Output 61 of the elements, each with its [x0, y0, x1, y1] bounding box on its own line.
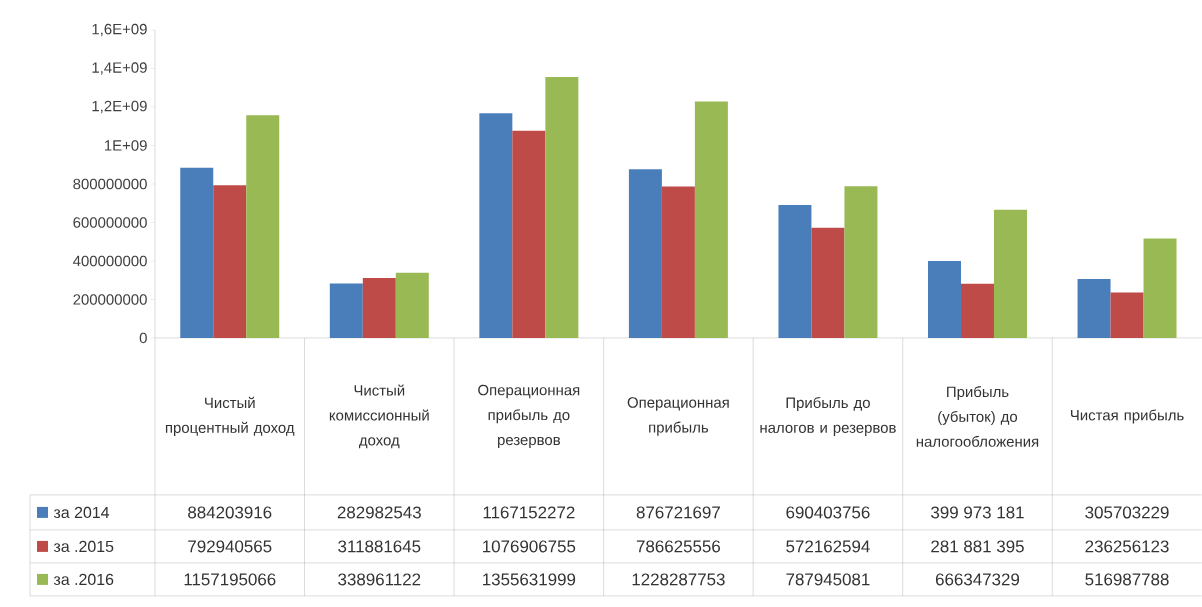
x-tick-label: Операционная прибыль до резервов — [478, 384, 580, 449]
bar — [811, 227, 845, 338]
bar — [246, 115, 280, 338]
bar — [545, 77, 579, 338]
legend-label: за .2016 — [53, 573, 114, 586]
legend-label: за 2014 — [53, 506, 110, 519]
y-tick-label: 0 — [139, 332, 147, 344]
x-tick-label: Чистая прибыль — [1071, 409, 1184, 424]
bar — [1143, 238, 1177, 338]
data-label: 1157195066 — [184, 573, 276, 586]
data-label: 305703229 — [1085, 506, 1169, 519]
y-tick-label: 600000000 — [73, 217, 147, 228]
x-tick-label: Прибыль (убыток) до налогообложения — [916, 386, 1039, 447]
legend-label: за .2015 — [53, 540, 114, 553]
data-label: 690403756 — [786, 506, 870, 519]
bar — [993, 209, 1027, 338]
data-label: 666347329 — [935, 573, 1020, 586]
data-label: 338961122 — [338, 573, 421, 586]
data-label: 399 973 181 — [931, 506, 1024, 519]
data-label: 1355631999 — [483, 573, 576, 586]
data-label: 787945081 — [786, 573, 870, 586]
bar — [694, 101, 728, 338]
y-tick-label: 1,2E+09 — [92, 100, 147, 114]
data-label: 572162594 — [786, 540, 870, 553]
data-label: 282982543 — [337, 506, 421, 519]
bar — [479, 113, 513, 338]
y-tick-label: 800000000 — [73, 178, 147, 190]
x-tick-label: Прибыль до налогов и резервов — [760, 396, 896, 436]
bar — [960, 283, 994, 338]
bar — [928, 261, 961, 338]
data-label: 876721697 — [636, 506, 720, 519]
bar — [661, 186, 695, 338]
bar — [395, 272, 429, 338]
data-label: 1228287753 — [632, 573, 725, 586]
y-tick-label: 1E+09 — [104, 140, 147, 151]
bar — [213, 185, 247, 338]
x-tick-label: Операционная прибыль — [627, 397, 729, 436]
bar — [362, 277, 396, 338]
bar — [1110, 292, 1144, 338]
data-label: 236256123 — [1085, 540, 1169, 553]
data-label: 281 881 395 — [931, 540, 1024, 553]
bar — [180, 167, 214, 338]
bar — [778, 205, 812, 338]
data-label: 1167152272 — [483, 506, 575, 519]
bar — [1077, 279, 1111, 338]
y-tick-label: 400000000 — [73, 255, 147, 267]
data-label: 516987788 — [1085, 573, 1169, 586]
y-tick-label: 1,4E+09 — [92, 62, 147, 75]
data-label: 1076906755 — [483, 540, 576, 553]
bar — [628, 169, 662, 338]
y-tick-label: 1,6E+09 — [92, 23, 147, 37]
x-tick-label: Чистый комиссионный доход — [329, 384, 429, 449]
data-label: 786625556 — [636, 540, 721, 553]
bar — [512, 130, 546, 338]
data-label: 884203916 — [188, 506, 272, 519]
data-label: 311881645 — [338, 540, 421, 553]
data-label: 792940565 — [188, 540, 272, 553]
x-tick-label: Чистый процентный доход — [165, 396, 295, 437]
bar — [844, 186, 878, 338]
bar — [329, 283, 363, 338]
y-tick-label: 200000000 — [73, 294, 147, 305]
